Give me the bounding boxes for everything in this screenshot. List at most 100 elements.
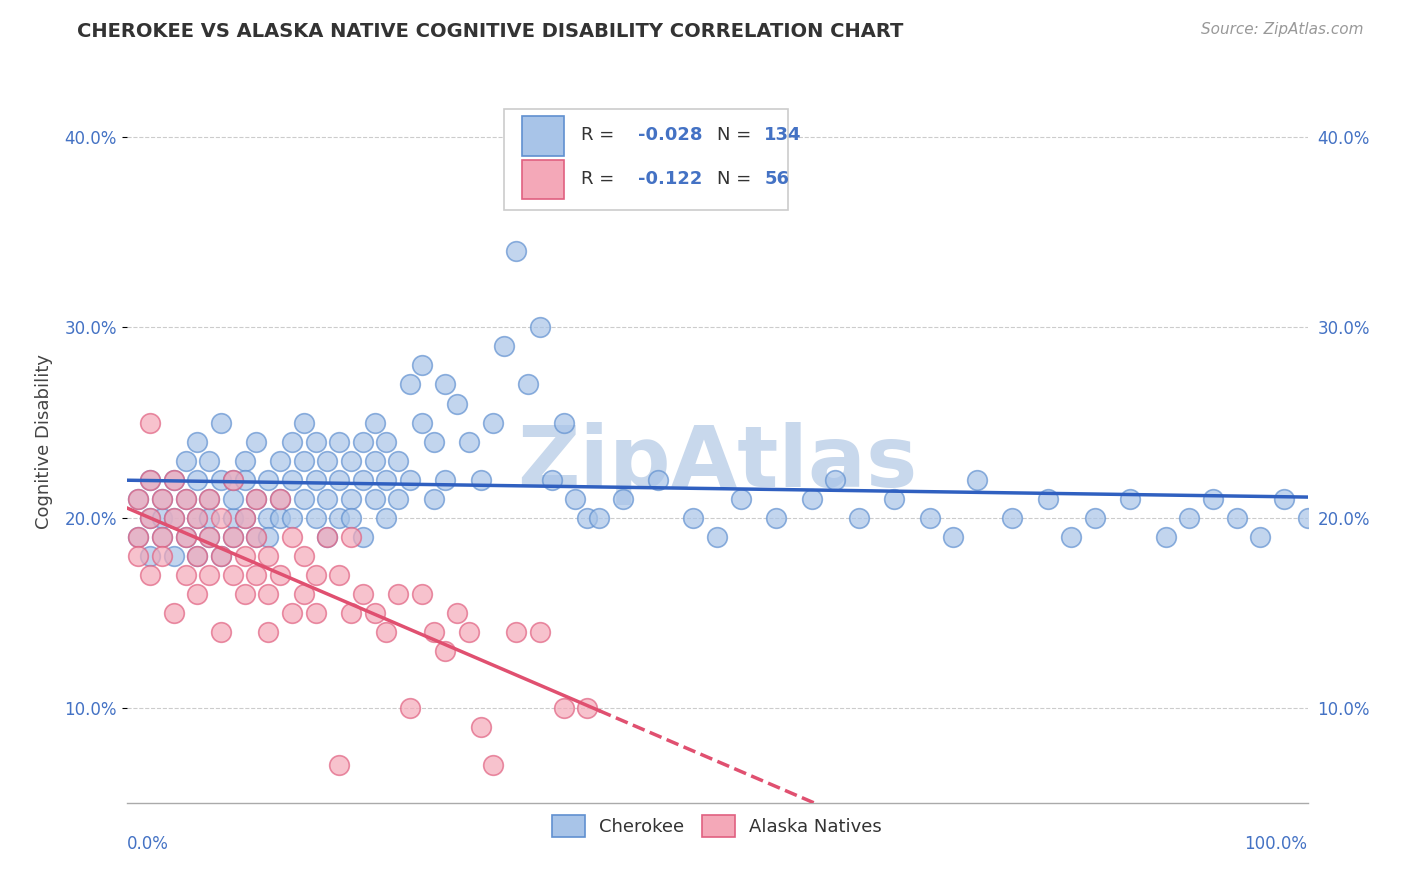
Point bbox=[1119, 491, 1142, 506]
Point bbox=[150, 530, 173, 544]
Text: N =: N = bbox=[717, 170, 756, 188]
Point bbox=[198, 491, 221, 506]
Point bbox=[1272, 491, 1295, 506]
Point bbox=[328, 434, 350, 449]
Point bbox=[446, 606, 468, 620]
Point bbox=[800, 491, 823, 506]
Point bbox=[174, 491, 197, 506]
Point bbox=[375, 434, 398, 449]
Point bbox=[245, 530, 267, 544]
Point bbox=[209, 549, 232, 563]
Point bbox=[942, 530, 965, 544]
Point bbox=[233, 453, 256, 467]
Point bbox=[222, 473, 245, 487]
Point bbox=[340, 453, 363, 467]
Point bbox=[387, 453, 409, 467]
Point bbox=[127, 491, 149, 506]
Point bbox=[127, 549, 149, 563]
Point bbox=[399, 377, 422, 392]
Point bbox=[505, 244, 527, 259]
Point bbox=[304, 567, 326, 582]
Point bbox=[222, 491, 245, 506]
Point bbox=[1084, 510, 1107, 524]
Point bbox=[269, 453, 291, 467]
Point bbox=[304, 606, 326, 620]
Text: R =: R = bbox=[581, 170, 620, 188]
Point bbox=[150, 530, 173, 544]
Point bbox=[352, 587, 374, 601]
Point bbox=[340, 530, 363, 544]
Point bbox=[163, 510, 186, 524]
Point bbox=[304, 473, 326, 487]
Point bbox=[292, 453, 315, 467]
Point bbox=[245, 491, 267, 506]
Point bbox=[363, 416, 385, 430]
Point bbox=[730, 491, 752, 506]
Point bbox=[352, 434, 374, 449]
Point bbox=[222, 510, 245, 524]
Point bbox=[245, 491, 267, 506]
Point bbox=[1060, 530, 1083, 544]
Point bbox=[127, 491, 149, 506]
Point bbox=[198, 491, 221, 506]
Point bbox=[186, 510, 208, 524]
Point bbox=[363, 453, 385, 467]
Point bbox=[222, 567, 245, 582]
Point bbox=[304, 510, 326, 524]
Text: Source: ZipAtlas.com: Source: ZipAtlas.com bbox=[1201, 22, 1364, 37]
Point bbox=[186, 549, 208, 563]
Point bbox=[163, 473, 186, 487]
Point bbox=[352, 473, 374, 487]
Point bbox=[186, 434, 208, 449]
Point bbox=[422, 624, 444, 639]
Point bbox=[458, 434, 481, 449]
Text: R =: R = bbox=[581, 126, 620, 145]
Point bbox=[505, 624, 527, 639]
Point bbox=[1226, 510, 1249, 524]
Point bbox=[340, 606, 363, 620]
Point bbox=[163, 606, 186, 620]
Point bbox=[174, 567, 197, 582]
Point bbox=[494, 339, 516, 353]
Point bbox=[434, 377, 457, 392]
Point bbox=[222, 530, 245, 544]
Point bbox=[233, 549, 256, 563]
Point bbox=[316, 491, 339, 506]
Point bbox=[848, 510, 870, 524]
Point bbox=[139, 510, 162, 524]
Point bbox=[316, 530, 339, 544]
Point bbox=[422, 491, 444, 506]
Point bbox=[257, 510, 280, 524]
Point bbox=[422, 434, 444, 449]
Point bbox=[281, 510, 304, 524]
Point bbox=[198, 530, 221, 544]
Point bbox=[316, 530, 339, 544]
Point bbox=[340, 510, 363, 524]
Point bbox=[292, 587, 315, 601]
Point bbox=[163, 473, 186, 487]
Point bbox=[446, 396, 468, 410]
Point bbox=[245, 530, 267, 544]
Point bbox=[1036, 491, 1059, 506]
FancyBboxPatch shape bbox=[522, 117, 564, 156]
Point bbox=[233, 510, 256, 524]
Point bbox=[269, 491, 291, 506]
Point bbox=[139, 510, 162, 524]
Point bbox=[363, 491, 385, 506]
Point bbox=[470, 720, 492, 734]
Point bbox=[269, 567, 291, 582]
Point bbox=[209, 510, 232, 524]
Point bbox=[209, 624, 232, 639]
Point bbox=[127, 530, 149, 544]
Point bbox=[233, 587, 256, 601]
Point bbox=[163, 510, 186, 524]
Point bbox=[434, 473, 457, 487]
Point bbox=[399, 473, 422, 487]
Point bbox=[139, 473, 162, 487]
Point bbox=[966, 473, 988, 487]
Point bbox=[174, 530, 197, 544]
Point bbox=[481, 416, 503, 430]
Text: 100.0%: 100.0% bbox=[1244, 835, 1308, 854]
Y-axis label: Cognitive Disability: Cognitive Disability bbox=[35, 354, 53, 529]
Text: 134: 134 bbox=[765, 126, 801, 145]
